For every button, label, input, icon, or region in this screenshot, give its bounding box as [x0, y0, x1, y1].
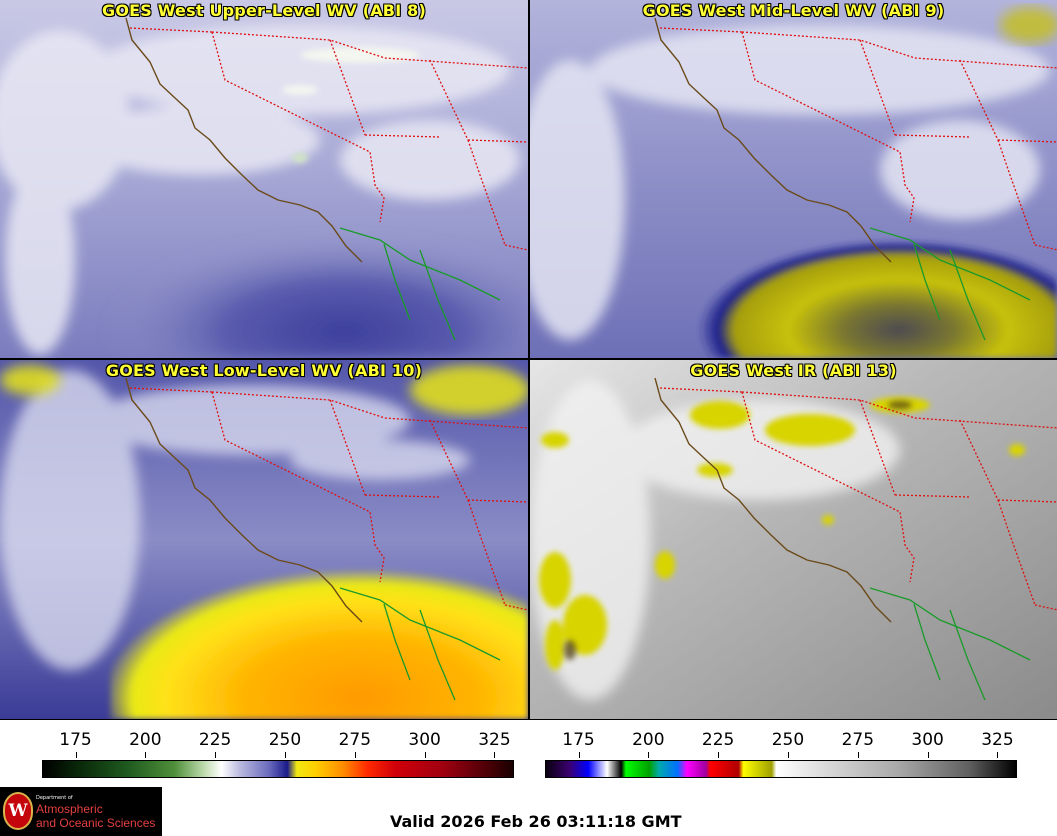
colorbar-tick-mark	[857, 752, 859, 758]
colorbar-tick-mark	[927, 752, 929, 758]
mexico-coastline	[339, 227, 501, 341]
aos-logo: W Department of Atmospheric and Oceanic …	[0, 787, 162, 836]
ir-colorbar-ticks: 175 200 225 250 275 300 325	[545, 726, 1017, 758]
ir-colorbar	[545, 760, 1017, 778]
colorbar-tick-label: 275	[841, 730, 875, 750]
colorbar-tick-label: 325	[981, 730, 1014, 750]
colorbar-tick-label: 300	[408, 730, 441, 750]
colorbar-tick-mark	[354, 752, 356, 758]
mexico-coastline	[339, 587, 501, 701]
mexico-coastline	[869, 587, 1031, 701]
colorbar-tick-label: 200	[129, 730, 162, 750]
uw-seal-icon: W	[3, 792, 33, 830]
ir-image	[530, 360, 1057, 719]
panel-title: GOES West Upper-Level WV (ABI 8)	[102, 1, 426, 20]
colorbar-tick-mark	[718, 752, 720, 758]
colorbar-tick-label: 275	[338, 730, 372, 750]
colorbar-tick-label: 250	[268, 730, 302, 750]
panel-title: GOES West IR (ABI 13)	[690, 361, 897, 380]
wv-colorbar	[42, 760, 514, 778]
mexico-coastline	[869, 227, 1031, 341]
state-borders	[129, 27, 528, 251]
upper-level-wv-image	[0, 0, 528, 358]
panel-title: GOES West Mid-Level WV (ABI 9)	[642, 1, 945, 20]
colorbar-tick-mark	[494, 752, 496, 758]
mid-level-wv-panel: GOES West Mid-Level WV (ABI 9)	[530, 0, 1057, 358]
coastline	[654, 17, 892, 263]
coastline	[125, 17, 363, 263]
low-level-wv-panel: GOES West Low-Level WV (ABI 10)	[0, 360, 528, 719]
colorbar-tick-label: 200	[632, 730, 665, 750]
colorbar-tick-mark	[578, 752, 580, 758]
colorbar-tick-label: 225	[701, 730, 735, 750]
vertical-divider	[528, 0, 530, 720]
colorbar-tick-mark	[284, 752, 286, 758]
state-borders	[129, 387, 528, 611]
logo-line-1: Atmospheric	[36, 802, 103, 816]
coastline	[654, 377, 892, 623]
ir-panel: GOES West IR (ABI 13)	[530, 360, 1057, 719]
wv-colorbar-ticks: 175 200 225 250 275 300 325	[42, 726, 514, 758]
colorbar-tick-mark	[145, 752, 147, 758]
low-level-wv-image	[0, 360, 528, 719]
logo-dept-text: Department of	[36, 795, 73, 801]
panel-title: GOES West Low-Level WV (ABI 10)	[105, 361, 423, 380]
upper-level-wv-panel: GOES West Upper-Level WV (ABI 8)	[0, 0, 528, 358]
colorbar-tick-mark	[997, 752, 999, 758]
colorbar-tick-label: 300	[911, 730, 944, 750]
colorbar-tick-mark	[787, 752, 789, 758]
colorbar-tick-label: 175	[562, 730, 595, 750]
colorbar-tick-label: 250	[771, 730, 805, 750]
bottom-divider	[0, 719, 1057, 720]
colorbar-tick-mark	[215, 752, 217, 758]
state-borders	[659, 387, 1057, 611]
colorbar-tick-mark	[648, 752, 650, 758]
colorbar-tick-mark	[75, 752, 77, 758]
colorbar-tick-label: 325	[478, 730, 511, 750]
valid-time: Valid 2026 Feb 26 03:11:18 GMT	[390, 812, 682, 831]
colorbar-tick-label: 225	[198, 730, 232, 750]
colorbar-tick-label: 175	[59, 730, 92, 750]
horizontal-divider	[0, 358, 1057, 360]
colorbar-tick-mark	[424, 752, 426, 758]
coastline	[125, 377, 363, 623]
state-borders	[659, 27, 1057, 251]
logo-line-2: and Oceanic Sciences	[36, 816, 156, 830]
mid-level-wv-image	[530, 0, 1057, 358]
